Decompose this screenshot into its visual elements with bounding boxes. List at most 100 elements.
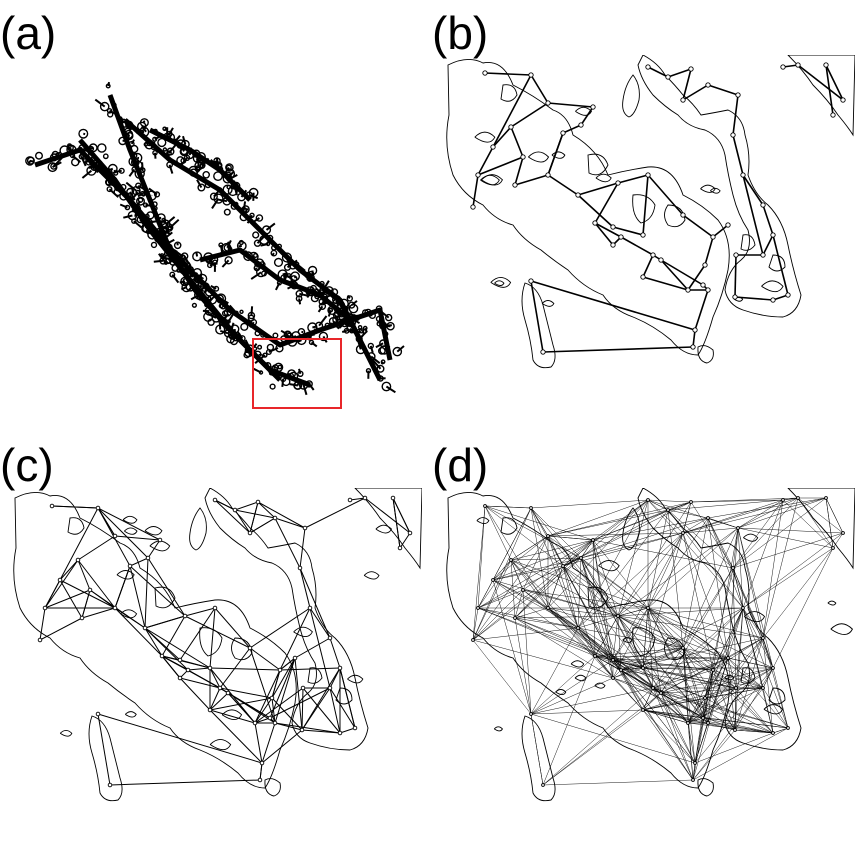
network-node [689,500,693,504]
network-node [640,232,646,238]
network-edge [707,497,827,519]
network-edge [179,607,216,661]
network-edge [484,505,582,559]
network-node [736,526,740,530]
network-node [267,715,273,721]
network-edge [594,222,614,246]
network-edge [732,527,739,569]
overview-edge [119,203,128,209]
network-node [706,516,710,520]
overview-node [336,300,346,310]
overview-node [204,302,209,308]
zoom-region-box [252,338,342,409]
network-node [513,616,517,620]
overview-edge [302,384,308,396]
overview-node [164,223,174,232]
network-edge [81,589,91,619]
network-edge [274,517,301,569]
region-outline [363,571,380,580]
overview-edge [184,262,192,270]
overview-edge [180,157,188,167]
panel-label-b: (b) [432,7,489,59]
network-edge [59,579,83,619]
overview-edge [214,160,218,164]
network-edge [737,527,834,549]
network-node [252,720,258,726]
network-edge [704,697,774,734]
network-node [247,645,253,651]
overview-edge [283,334,290,338]
overview-node [239,309,244,315]
region-outline [555,689,567,696]
overview-edge [228,304,238,314]
network-edge [562,124,582,134]
network-edge [694,722,709,764]
network-edge [147,557,186,617]
region-outline [189,507,207,551]
network-edge [144,627,163,657]
network-node [576,626,580,630]
network-edge [742,174,764,256]
overview-edge [228,173,233,181]
overview-node [276,243,282,249]
network-edge [594,655,714,671]
network-edge [562,539,594,567]
overview-node [128,140,135,147]
network-edge [642,709,694,781]
network-edge [477,146,494,176]
overview-node [268,368,276,376]
network-nodes [37,495,413,788]
network-node [272,515,278,521]
overview-node [152,205,158,211]
network-edge [617,499,649,617]
overview-edge [289,383,299,387]
network-node [610,242,616,248]
network-edge [694,717,704,764]
network-node [297,565,303,571]
overview-node [221,319,230,327]
network-node [157,537,163,543]
network-edge [209,667,256,724]
network-node [75,557,81,563]
network-edge [825,497,844,534]
overview-edge [154,135,161,141]
network-node [645,172,651,178]
overview-node [271,364,279,371]
network-edge [472,505,486,641]
overview-edge [174,135,181,142]
overview-edge [141,125,147,133]
network-edge [329,637,341,669]
network-edge [594,182,619,224]
overview-node [382,330,389,337]
network-edge [682,532,729,659]
network-edge [797,497,844,534]
network-edge [692,729,736,781]
network-node [475,172,481,178]
network-edge [682,214,714,238]
network-edge [477,607,579,629]
network-node [686,721,690,725]
network-node [761,686,765,690]
network-edge [547,102,594,108]
network-edge [472,507,532,641]
overview-edge [369,345,374,354]
network-node [95,505,101,511]
overview-node [375,305,383,313]
network-node [95,711,101,717]
overview-node [237,192,246,202]
overview-edge [380,361,384,365]
overview-edge [116,169,122,173]
region-outline [697,778,714,797]
network-edge [147,539,161,559]
network-node [299,727,305,733]
network-edge [702,717,774,734]
overview-node [113,187,122,197]
network-node [665,74,671,80]
network-edge [647,174,684,216]
overview-edge [298,298,302,305]
overview-node [305,380,313,388]
region-outline [120,609,138,619]
network-edge [647,499,692,503]
overview-node [315,321,324,330]
overview-edge [261,263,268,270]
